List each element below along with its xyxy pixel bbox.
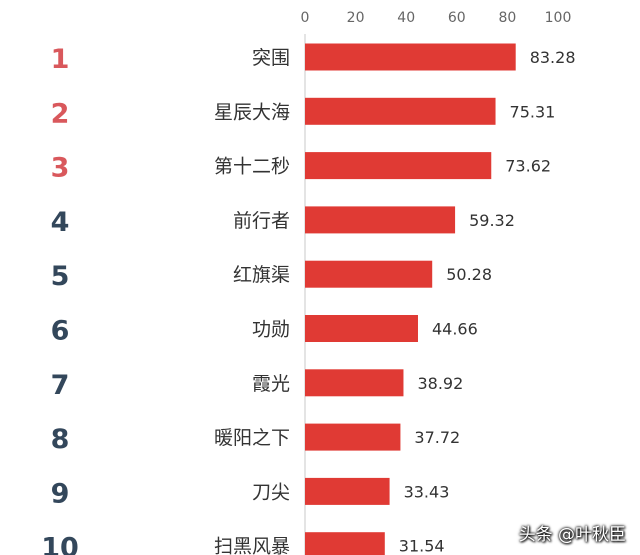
rank-number: 1 [51,44,70,75]
rank-number: 10 [41,533,79,555]
bar [305,206,456,234]
bar [305,43,516,71]
rank-number: 5 [51,261,70,292]
category-label: 扫黑风暴 [214,536,290,555]
value-label: 83.28 [530,48,576,67]
category-label: 霞光 [252,373,290,395]
x-tick-label: 60 [448,10,466,26]
rank-number: 4 [51,207,70,238]
x-tick-label: 100 [545,10,572,26]
value-label: 44.66 [432,320,478,339]
watermark: 头条 @叶秋臣 [518,525,626,545]
value-label: 38.92 [417,374,463,393]
category-label: 星辰大海 [214,101,290,123]
value-label: 33.43 [404,482,450,501]
category-label: 突围 [252,47,290,69]
rank-number: 2 [51,98,70,129]
category-label: 暖阳之下 [214,427,290,449]
bar [305,315,418,342]
x-tick-label: 40 [397,10,415,26]
category-label: 功勋 [252,319,290,341]
value-label: 75.31 [510,102,556,121]
rank-number: 3 [51,153,70,184]
x-tick-label: 0 [301,10,310,26]
bar [305,260,433,288]
value-label: 31.54 [399,537,445,555]
value-label: 59.32 [469,211,515,230]
value-label: 73.62 [505,157,551,176]
rank-number: 7 [51,370,70,401]
x-tick-label: 20 [347,10,365,26]
bar [305,423,401,451]
category-label: 前行者 [233,210,290,232]
rank-number: 9 [51,478,70,509]
x-tick-label: 80 [498,10,516,26]
value-label: 37.72 [414,428,460,447]
category-label: 刀尖 [252,481,290,503]
bar [305,477,390,505]
value-label: 50.28 [446,265,492,284]
rank-number: 8 [51,424,70,455]
bar [305,532,385,555]
bar [305,152,492,180]
category-label: 第十二秒 [214,156,290,178]
category-label: 红旗渠 [233,264,290,286]
bar [305,369,404,397]
bar [305,97,496,125]
rank-number: 6 [51,316,70,347]
